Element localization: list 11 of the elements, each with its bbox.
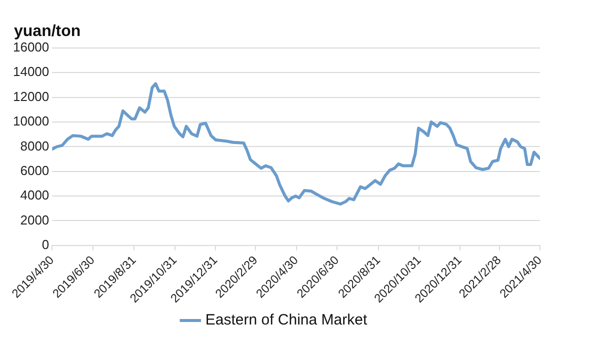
y-tick-label: 4000: [20, 188, 50, 203]
y-tick-label: 2000: [20, 212, 50, 228]
y-tick-label: 0: [42, 236, 50, 252]
y-tick-label: 8000: [20, 138, 50, 154]
y-tick-label: 16000: [12, 40, 50, 55]
y-tick-label: 14000: [12, 64, 50, 80]
y-tick-label: 10000: [12, 114, 50, 129]
y-tick-label: 12000: [12, 88, 50, 104]
y-axis-title: yuan/ton: [14, 23, 81, 40]
y-tick-label: 6000: [20, 162, 50, 178]
legend-label: Eastern of China Market: [205, 312, 368, 329]
